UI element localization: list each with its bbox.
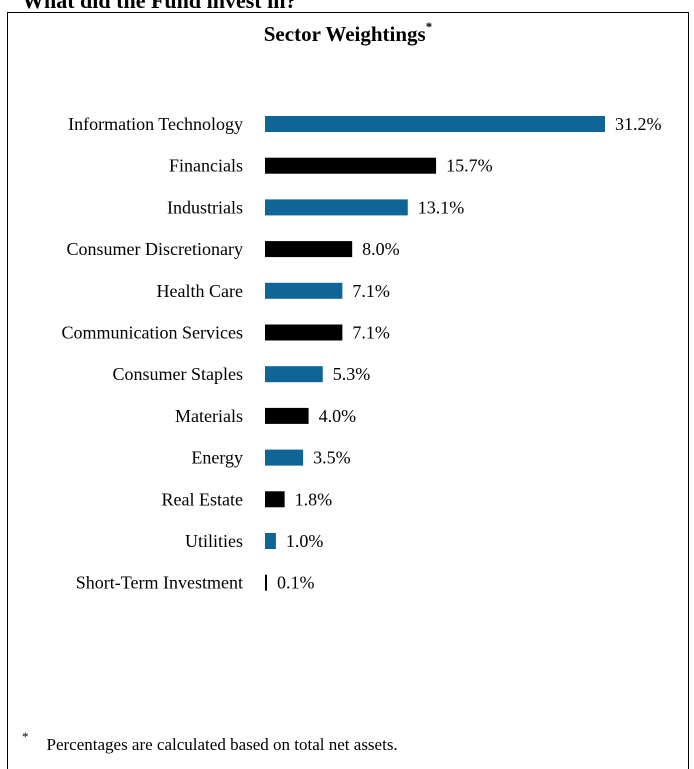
category-label: Utilities [185, 531, 243, 551]
category-label: Materials [175, 406, 243, 426]
chart-title-marker: * [425, 19, 433, 34]
category-label: Communication Services [62, 323, 243, 343]
data-label: 3.5% [313, 448, 351, 468]
bar [265, 116, 605, 132]
data-label: 7.1% [352, 323, 390, 343]
section-heading: What did the Fund invest in? [22, 0, 297, 13]
footnote-text: Percentages are calculated based on tota… [46, 735, 398, 754]
category-label: Real Estate [162, 489, 243, 509]
bar [265, 366, 323, 383]
category-label: Financials [169, 156, 243, 176]
data-label: 7.1% [352, 281, 390, 301]
category-label: Short-Term Investment [76, 573, 243, 593]
bar [265, 574, 267, 591]
chart-title: Sector Weightings* [8, 19, 688, 47]
bar [265, 241, 353, 258]
category-label: Health Care [157, 281, 243, 301]
bar [265, 407, 309, 424]
chart-title-text: Sector Weightings [263, 22, 426, 46]
data-label: 31.2% [615, 114, 662, 134]
category-label: Consumer Discretionary [67, 239, 243, 259]
data-label: 1.0% [286, 531, 324, 551]
bar [265, 449, 304, 466]
bar [265, 491, 285, 508]
category-label: Information Technology [68, 114, 243, 134]
sector-bar-chart: Information Technology 31.2% Financials 15.… [62, 114, 662, 593]
data-label: 4.0% [319, 406, 357, 426]
category-label: Energy [191, 448, 243, 468]
bar [265, 282, 343, 299]
bar [265, 533, 276, 549]
category-label: Industrials [167, 197, 243, 217]
data-label: 13.1% [418, 197, 465, 217]
bar [265, 157, 437, 174]
data-label: 1.8% [295, 489, 333, 509]
data-label: 15.7% [446, 156, 493, 176]
footnote: * Percentages are calculated based on tot… [22, 729, 398, 755]
sector-weightings-panel: Sector Weightings* Information Technolog… [7, 12, 689, 769]
data-label: 5.3% [333, 364, 371, 384]
bar [265, 199, 408, 216]
data-label: 8.0% [362, 239, 400, 259]
bar [265, 324, 343, 341]
data-label: 0.1% [277, 573, 315, 593]
category-label: Consumer Staples [113, 364, 244, 384]
footnote-marker: * [22, 729, 29, 744]
